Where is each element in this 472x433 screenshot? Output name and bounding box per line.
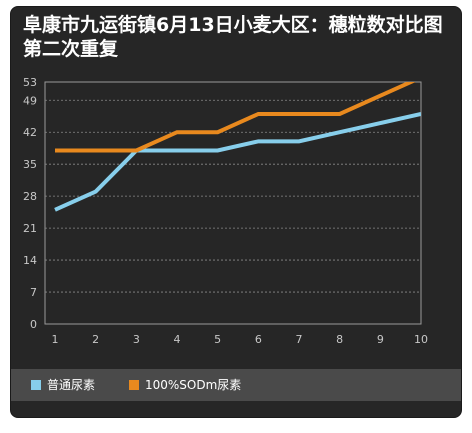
- x-tick-label: 6: [255, 333, 262, 346]
- legend: 普通尿素 100%SODm尿素: [11, 369, 461, 401]
- legend-item-1[interactable]: 普通尿素: [31, 378, 95, 392]
- plot-area: 0 7 14 21 28 35 42 49 53 1 2 3 4 5 6 7 8 9 10: [23, 76, 428, 346]
- y-tick-label: 14: [23, 254, 37, 267]
- series-line-2: [55, 82, 416, 153]
- y-tick-label: 42: [23, 126, 37, 139]
- y-tick-label: 0: [30, 318, 37, 331]
- x-tick-label: 8: [336, 333, 343, 346]
- legend-swatch: [31, 380, 41, 390]
- x-tick-label: 9: [377, 333, 384, 346]
- x-tick-label: 3: [133, 333, 140, 346]
- y-tick-label: 28: [23, 190, 37, 203]
- chart-card: 阜康市九运街镇6月13日小麦大区：穗粒数对比图第二次重复 0 7 14 21 28 35 4…: [10, 6, 462, 418]
- legend-label: 100%SODm尿素: [145, 378, 242, 392]
- x-tick-label: 7: [296, 333, 303, 346]
- x-tick-label: 1: [52, 333, 59, 346]
- y-tick-label: 49: [23, 94, 37, 107]
- x-tick-label: 5: [214, 333, 221, 346]
- y-tick-label: 7: [30, 286, 37, 299]
- x-tick-label: 10: [414, 333, 428, 346]
- x-tick-label: 2: [92, 333, 99, 346]
- y-tick-label: 35: [23, 158, 37, 171]
- legend-swatch: [129, 380, 139, 390]
- chart-title: 阜康市九运街镇6月13日小麦大区：穗粒数对比图第二次重复: [23, 14, 443, 60]
- y-tick-label: 53: [23, 76, 37, 89]
- y-tick-label: 21: [23, 222, 37, 235]
- legend-label: 普通尿素: [47, 378, 96, 392]
- series-line-1: [54, 112, 421, 212]
- legend-item-2[interactable]: 100%SODm尿素: [129, 378, 241, 392]
- x-tick-label: 4: [174, 333, 181, 346]
- plot-frame: [44, 81, 422, 325]
